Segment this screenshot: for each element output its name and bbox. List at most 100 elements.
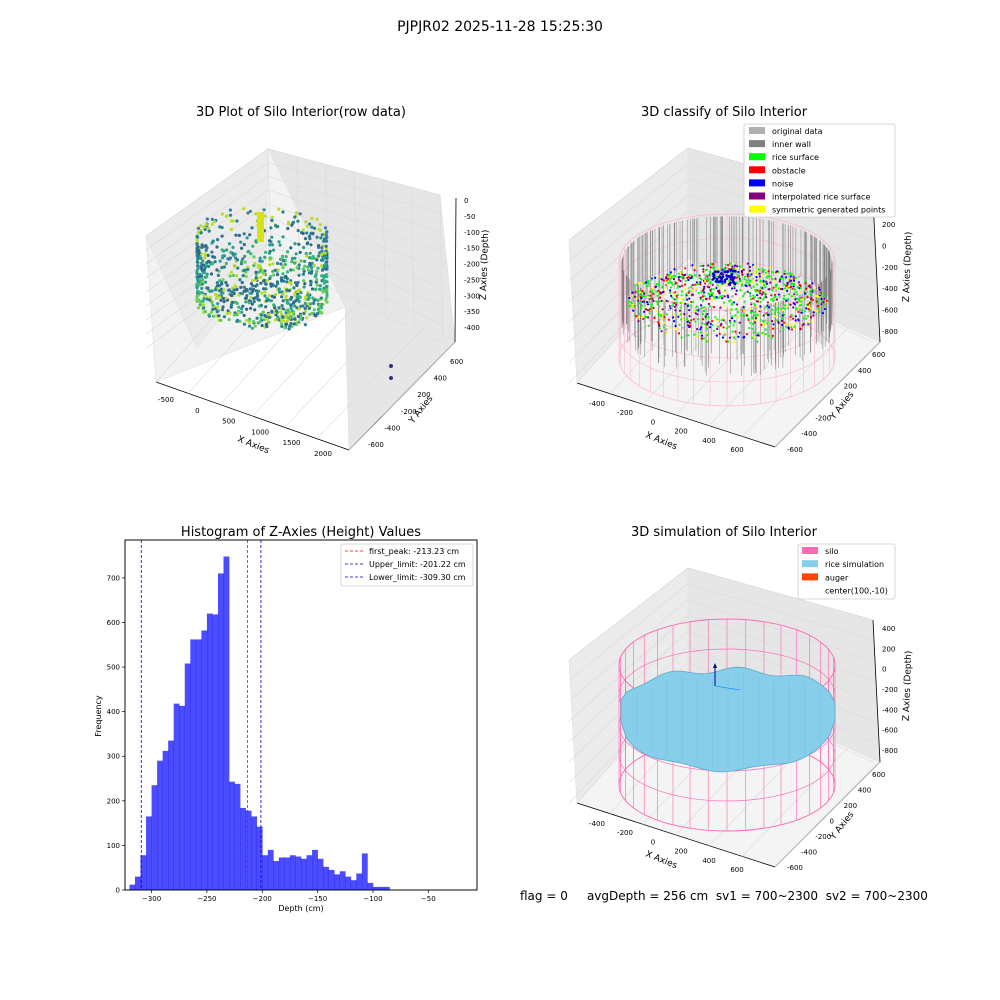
classified-point: [701, 318, 705, 321]
panel1-point-cloud: [195, 207, 329, 331]
scatter-point: [242, 322, 246, 326]
classified-point: [679, 306, 682, 309]
panel4-z-ticks: 400 200 0 -200 -400 -600 -800: [882, 625, 898, 755]
classified-point: [704, 282, 707, 285]
classified-point: [738, 279, 742, 283]
classified-point: [750, 286, 753, 290]
classified-point: [647, 316, 650, 319]
classified-point: [771, 278, 774, 281]
classified-point: [753, 303, 757, 307]
classified-point: [775, 298, 779, 301]
tick-label: 1000: [251, 428, 269, 436]
classified-point: [778, 330, 781, 333]
classified-point: [786, 284, 789, 287]
classified-point: [650, 291, 653, 294]
legend-swatch: [749, 153, 765, 161]
scatter-point: [296, 219, 300, 223]
scatter-point: [284, 255, 288, 259]
noise-point: [714, 280, 718, 283]
classified-point: [712, 329, 716, 332]
scatter-point: [241, 304, 245, 308]
scatter-point: [205, 297, 209, 301]
scatter-point: [270, 235, 274, 239]
classified-point: [708, 305, 712, 308]
scatter-point: [246, 211, 250, 215]
classified-point: [684, 287, 687, 290]
classified-point: [793, 282, 796, 285]
classified-point: [786, 289, 789, 292]
classified-point: [679, 313, 682, 316]
legend-label: Lower_limit: -309.30 cm: [369, 573, 466, 582]
classified-point: [731, 315, 734, 318]
classified-point: [755, 279, 758, 282]
scatter-point: [215, 245, 219, 249]
classified-point: [649, 319, 652, 322]
grid-line: [155, 257, 267, 383]
histogram-y-ticks: 0 100 200 300 400 500 600 700: [107, 574, 125, 895]
scatter-point: [287, 280, 291, 284]
classified-point: [647, 294, 650, 297]
panel1-x-ticks: -500 0 500 1000 1500 2000: [158, 396, 332, 458]
scatter-point: [237, 293, 241, 297]
classified-point: [631, 303, 635, 306]
classified-point: [706, 285, 709, 288]
grid-line: [145, 162, 441, 251]
scatter-point: [225, 283, 229, 287]
grid-line: [145, 175, 441, 265]
scatter-point: [264, 250, 268, 254]
classified-point: [675, 327, 678, 330]
scatter-point: [303, 323, 307, 327]
classified-point: [696, 313, 699, 316]
tick-label: -600: [787, 446, 803, 454]
tick-label: -600: [787, 864, 803, 872]
scatter-point: [310, 311, 314, 315]
scatter-point: [203, 280, 208, 284]
classified-point: [641, 289, 644, 293]
scatter-point: [309, 232, 313, 236]
grid-line: [568, 630, 874, 742]
scatter-point: [281, 254, 285, 258]
scatter-point: [257, 304, 261, 308]
scatter-point: [228, 213, 233, 217]
classified-point: [641, 316, 644, 319]
scatter-point: [289, 321, 293, 326]
scatter-point: [253, 324, 257, 328]
scatter-point: [230, 290, 234, 294]
tick-label: -400: [801, 849, 817, 857]
grid-line: [741, 747, 849, 857]
scatter-point: [225, 214, 229, 218]
scatter-point: [267, 320, 271, 324]
classified-point: [771, 334, 775, 337]
scatter-point: [221, 296, 225, 300]
scatter-point: [248, 324, 252, 328]
scatter-point: [264, 314, 268, 319]
classified-point: [761, 321, 764, 324]
scatter-point: [292, 301, 296, 305]
legend-swatch: [749, 127, 765, 134]
classified-point: [803, 290, 806, 293]
classified-point: [767, 270, 770, 273]
classified-point: [748, 274, 752, 278]
classified-point: [724, 289, 727, 292]
scatter-point: [270, 215, 274, 219]
scatter-point: [275, 316, 279, 320]
tick-label: 200: [882, 221, 895, 229]
scatter-point: [265, 317, 269, 321]
classified-point: [700, 334, 704, 337]
classified-point: [805, 287, 808, 290]
classified-point: [700, 264, 703, 267]
classified-point: [705, 274, 708, 277]
classified-point: [684, 267, 687, 270]
scatter-point: [195, 286, 199, 290]
scatter-point: [314, 280, 318, 284]
grid-line: [568, 179, 874, 282]
scatter-point: [307, 271, 311, 275]
scatter-point: [233, 264, 237, 268]
classified-point: [767, 334, 770, 337]
scatter-point: [232, 291, 236, 296]
classified-point: [690, 285, 693, 288]
scatter-point: [196, 226, 200, 230]
classified-point: [700, 337, 704, 340]
scatter-point: [262, 287, 266, 291]
scatter-point: [206, 253, 210, 257]
